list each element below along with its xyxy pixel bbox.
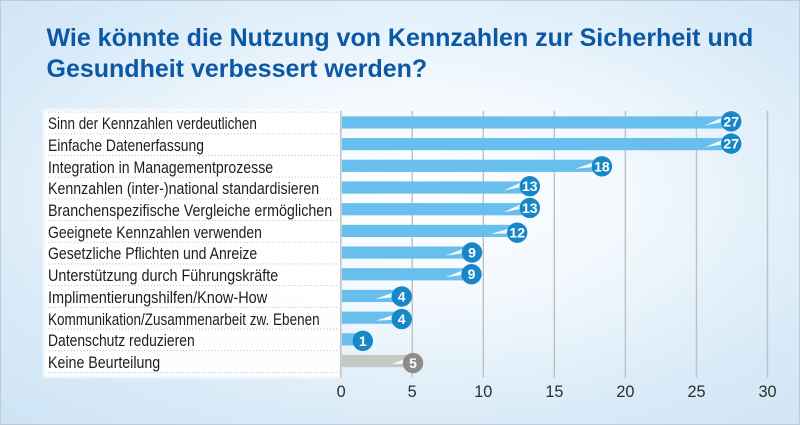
svg-text:12: 12 (509, 225, 525, 241)
svg-text:9: 9 (468, 244, 476, 260)
svg-text:9: 9 (468, 266, 476, 282)
svg-text:1: 1 (359, 333, 367, 349)
svg-text:5: 5 (409, 355, 417, 371)
svg-text:4: 4 (398, 288, 406, 304)
svg-text:27: 27 (723, 136, 739, 152)
svg-text:27: 27 (723, 113, 739, 129)
svg-text:4: 4 (398, 311, 406, 327)
svg-text:13: 13 (522, 178, 538, 194)
svg-text:13: 13 (522, 200, 538, 216)
svg-text:18: 18 (594, 158, 610, 174)
